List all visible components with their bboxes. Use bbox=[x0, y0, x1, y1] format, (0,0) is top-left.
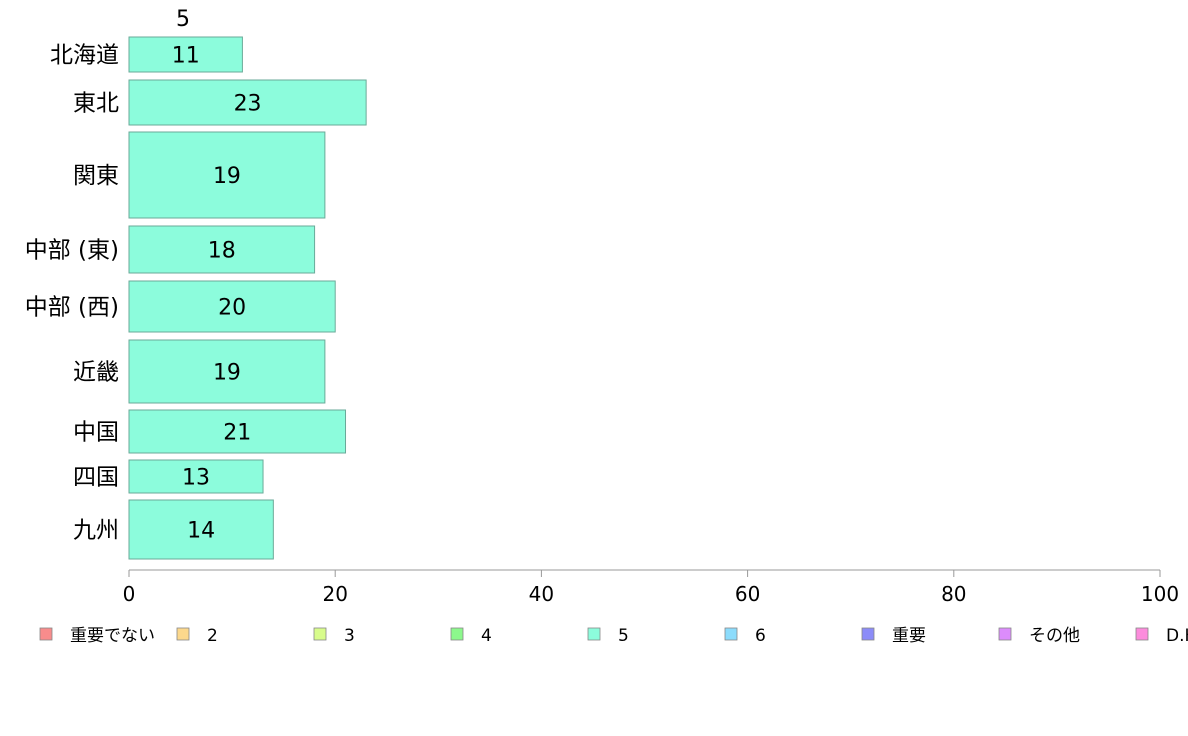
category-label: 九州 bbox=[73, 518, 119, 544]
legend-label: 重要 bbox=[892, 626, 926, 646]
x-axis: 0 20 40 60 80 100 bbox=[123, 569, 1179, 606]
bar-8 bbox=[128, 499, 274, 560]
legend-label: 6 bbox=[755, 626, 766, 646]
legend-items: 重要でない 2 3 4 5 6 重要 その他 D.K. bbox=[39, 626, 1188, 646]
bar-value-label: 18 bbox=[208, 239, 236, 264]
bar-value-label: 14 bbox=[187, 519, 215, 544]
category-label: 中部 (西) bbox=[25, 295, 119, 321]
legend-swatch bbox=[313, 627, 327, 641]
legend-swatch bbox=[176, 627, 190, 641]
bar-1 bbox=[128, 79, 367, 126]
x-tick-label: 100 bbox=[1141, 582, 1179, 606]
x-tick-label: 40 bbox=[529, 582, 554, 606]
category-label: 四国 bbox=[73, 465, 119, 491]
bar-3 bbox=[128, 225, 316, 274]
category-label: 近畿 bbox=[73, 360, 119, 386]
category-label: 北海道 bbox=[50, 43, 119, 69]
bar-value-label: 19 bbox=[213, 361, 241, 386]
bars-group: 11 北海道 23 東北 19 関東 18 中部 (東) 20 中部 (西) 19 近畿 21 中国 13 四… bbox=[25, 36, 367, 560]
bar-value-label: 23 bbox=[234, 92, 262, 117]
bar-value-label: 13 bbox=[182, 466, 210, 491]
bar-7 bbox=[128, 459, 264, 494]
legend: 重要でない 2 3 4 5 6 重要 その他 D.K. bbox=[39, 626, 1188, 646]
x-tick-label: 60 bbox=[735, 582, 760, 606]
bar-value-label: 19 bbox=[213, 164, 241, 189]
legend-swatch bbox=[39, 627, 53, 641]
series-top-label: 5 bbox=[176, 7, 190, 32]
legend-swatch bbox=[861, 627, 875, 641]
legend-label: D.K. bbox=[1166, 626, 1188, 646]
legend-label: 重要でない bbox=[70, 626, 155, 646]
bar-4 bbox=[128, 280, 336, 333]
category-label: 東北 bbox=[73, 91, 119, 117]
category-label: 中国 bbox=[73, 420, 119, 446]
bar-2 bbox=[128, 131, 326, 219]
x-tick-label: 80 bbox=[941, 582, 966, 606]
bar-value-label: 11 bbox=[172, 44, 200, 69]
legend-swatch bbox=[998, 627, 1012, 641]
category-label: 関東 bbox=[73, 163, 119, 189]
legend-label: その他 bbox=[1029, 626, 1080, 646]
legend-label: 4 bbox=[481, 626, 492, 646]
legend-label: 2 bbox=[207, 626, 218, 646]
bar-value-label: 20 bbox=[218, 296, 246, 321]
legend-swatch bbox=[450, 627, 464, 641]
bar-value-label: 21 bbox=[223, 421, 251, 446]
category-label: 中部 (東) bbox=[25, 238, 119, 264]
legend-swatch bbox=[587, 627, 601, 641]
legend-label: 5 bbox=[618, 626, 629, 646]
x-tick-label: 20 bbox=[322, 582, 347, 606]
bar-6 bbox=[128, 409, 347, 454]
legend-swatch bbox=[1135, 627, 1149, 641]
x-tick-label: 0 bbox=[123, 582, 136, 606]
legend-swatch bbox=[724, 627, 738, 641]
bar-5 bbox=[128, 339, 326, 404]
legend-label: 3 bbox=[344, 626, 355, 646]
bar-0 bbox=[128, 36, 243, 73]
